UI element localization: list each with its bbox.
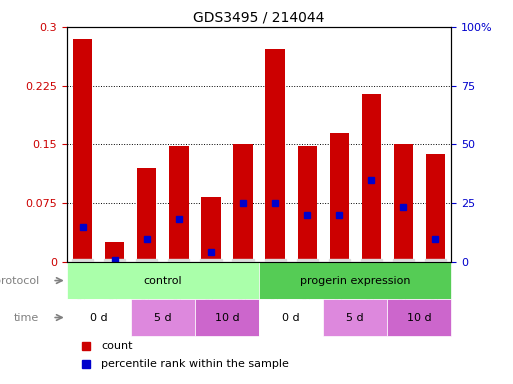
Bar bbox=[323, 299, 387, 336]
Bar bbox=[298, 146, 317, 262]
Title: GDS3495 / 214044: GDS3495 / 214044 bbox=[193, 10, 325, 24]
Text: control: control bbox=[144, 276, 182, 286]
Bar bbox=[362, 94, 381, 262]
Bar bbox=[105, 242, 124, 262]
Text: 5 d: 5 d bbox=[154, 313, 172, 323]
Bar bbox=[131, 299, 195, 336]
Bar bbox=[387, 299, 451, 336]
Bar bbox=[259, 262, 451, 299]
Bar bbox=[67, 299, 131, 336]
Text: 0 d: 0 d bbox=[282, 313, 300, 323]
Bar bbox=[259, 299, 323, 336]
Text: count: count bbox=[101, 341, 133, 351]
Text: 10 d: 10 d bbox=[214, 313, 240, 323]
Bar bbox=[67, 262, 259, 299]
Text: progerin expression: progerin expression bbox=[300, 276, 410, 286]
Text: 0 d: 0 d bbox=[90, 313, 108, 323]
Bar bbox=[169, 146, 189, 262]
Text: 10 d: 10 d bbox=[407, 313, 432, 323]
Bar bbox=[73, 39, 92, 262]
Bar bbox=[195, 299, 259, 336]
Bar bbox=[426, 154, 445, 262]
Bar bbox=[329, 133, 349, 262]
Bar bbox=[233, 144, 252, 262]
Bar bbox=[137, 168, 156, 262]
Text: percentile rank within the sample: percentile rank within the sample bbox=[101, 359, 289, 369]
Bar bbox=[201, 197, 221, 262]
Bar bbox=[265, 49, 285, 262]
Text: time: time bbox=[14, 313, 40, 323]
Text: protocol: protocol bbox=[0, 276, 40, 286]
Text: 5 d: 5 d bbox=[346, 313, 364, 323]
Bar bbox=[393, 144, 413, 262]
